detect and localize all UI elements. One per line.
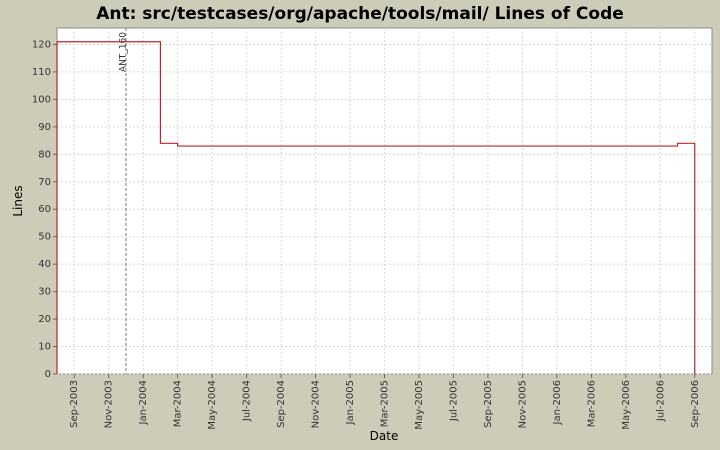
- y-tick-label: 90: [38, 122, 51, 133]
- y-tick-label: 20: [38, 314, 51, 325]
- data-line: [56, 41, 696, 374]
- x-tick-label: Mar-2005: [380, 380, 391, 427]
- x-tick-label: Mar-2004: [173, 380, 184, 427]
- x-tick-label: Jul-2004: [242, 380, 253, 422]
- x-tick-label: Nov-2004: [311, 380, 322, 428]
- y-tick-label: 0: [45, 369, 51, 380]
- x-tick-label: Jul-2006: [655, 380, 666, 422]
- y-tick-label: 50: [38, 232, 51, 243]
- x-tick-label: Mar-2006: [586, 380, 597, 427]
- x-tick-label: Sep-2003: [69, 380, 80, 428]
- x-tick-label: May-2006: [621, 380, 632, 430]
- x-tick-label: Sep-2006: [690, 380, 701, 428]
- y-tick-label: 100: [32, 94, 51, 105]
- y-tick-label: 80: [38, 149, 51, 160]
- y-axis-label: Lines: [11, 185, 25, 216]
- y-tick-label: 70: [38, 177, 51, 188]
- y-tick-label: 120: [32, 39, 51, 50]
- marker-label: ANT_160: [118, 32, 128, 72]
- x-tick-label: Jul-2005: [448, 380, 459, 422]
- x-tick-label: Nov-2005: [517, 380, 528, 428]
- x-tick-label: May-2004: [207, 380, 218, 430]
- y-tick-label: 10: [38, 342, 51, 353]
- x-tick-label: Jan-2005: [345, 380, 356, 425]
- x-tick-label: May-2005: [414, 380, 425, 430]
- y-tick-label: 40: [38, 259, 51, 270]
- y-tick-label: 60: [38, 204, 51, 215]
- x-tick-label: Jan-2006: [552, 380, 563, 425]
- x-tick-label: Nov-2003: [104, 380, 115, 428]
- y-tick-label: 110: [32, 67, 51, 78]
- x-tick-label: Jan-2004: [138, 380, 149, 425]
- y-tick-label: 30: [38, 287, 51, 298]
- x-axis-label: Date: [370, 429, 399, 443]
- chart-title: Ant: src/testcases/org/apache/tools/mail…: [96, 4, 624, 24]
- x-tick-label: Sep-2005: [483, 380, 494, 428]
- x-tick-label: Sep-2004: [276, 380, 287, 428]
